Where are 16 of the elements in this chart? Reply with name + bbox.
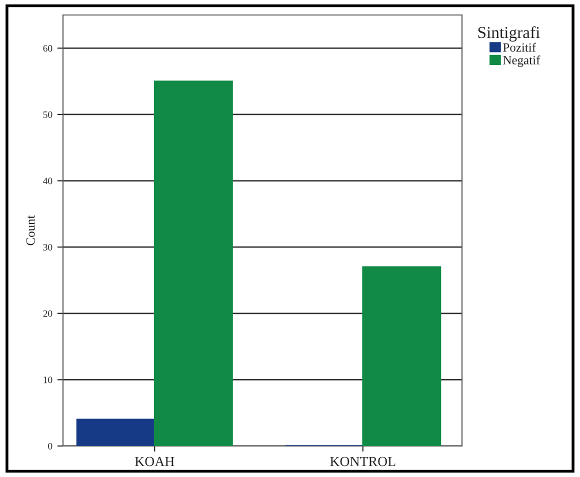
y-axis-title: Count — [26, 215, 35, 246]
y-tick-label: 20 — [43, 310, 52, 317]
y-tick-label: 10 — [44, 376, 52, 384]
y-tick-label: 0 — [48, 442, 52, 450]
y-tick-label: 40 — [43, 178, 52, 184]
x-tick-label: KONTROL — [330, 456, 396, 466]
bar — [154, 80, 233, 446]
legend-title: Sintigrafi — [478, 26, 540, 42]
y-tick-label: 50 — [43, 111, 52, 118]
y-tick-label: 60 — [43, 45, 52, 52]
bar — [76, 418, 156, 446]
x-tick-label: KOAH — [134, 456, 174, 466]
bar — [362, 266, 442, 446]
y-tick-label: 30 — [43, 244, 52, 251]
legend-label: Negatif — [503, 55, 540, 67]
legend-label: Pozitif — [503, 42, 536, 52]
